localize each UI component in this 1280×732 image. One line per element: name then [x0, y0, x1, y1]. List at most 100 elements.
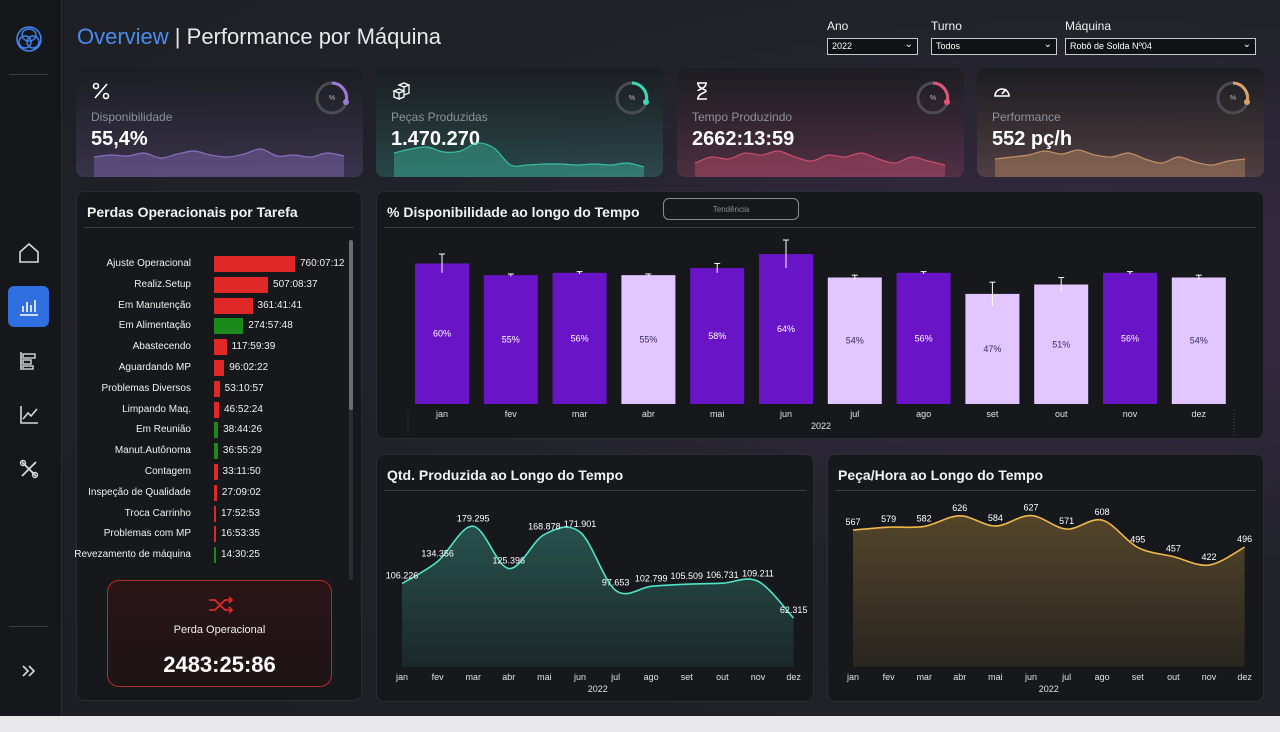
loss-row[interactable]: Problemas com MP 16:53:35 — [77, 526, 347, 543]
scrollbar-thumb[interactable] — [349, 240, 353, 410]
losses-title: Perdas Operacionais por Tarefa — [87, 204, 298, 220]
loss-row[interactable]: Realiz.Setup 507:08:37 — [77, 276, 347, 293]
x-tick-label: fev — [505, 409, 518, 419]
x-tick-label: nov — [751, 672, 766, 682]
loss-row[interactable]: Troca Carrinho 17:52:53 — [77, 505, 347, 522]
bar-value-label: 51% — [1052, 339, 1070, 349]
loss-row[interactable]: Inspeção de Qualidade 27:09:02 — [77, 484, 347, 501]
x-tick-label: jun — [779, 409, 792, 419]
loss-row-label: Contagem — [144, 466, 191, 477]
x-tick-label: jun — [573, 672, 586, 682]
performance-chart-icon[interactable] — [8, 286, 49, 327]
loss-row-label: Problemas Diversos — [101, 382, 191, 394]
kpi-value: 2662:13:59 — [692, 128, 795, 150]
x-tick-label: dez — [786, 672, 801, 682]
trend-button[interactable]: Tendência — [663, 198, 799, 220]
loss-row[interactable]: Manut.Autônoma 36:55:29 — [77, 443, 347, 460]
line-chart-icon[interactable] — [8, 394, 49, 435]
bar-mai — [690, 268, 745, 404]
x-tick-label: mar — [916, 672, 932, 682]
loss-row-value: 17:52:53 — [221, 507, 260, 519]
data-label: 571 — [1059, 516, 1074, 526]
x-tick-label: fev — [883, 672, 896, 682]
tools-icon[interactable] — [8, 448, 49, 489]
loss-row[interactable]: Em Reunião 38:44:26 — [77, 422, 347, 439]
loss-bar — [214, 318, 244, 335]
logo-icon[interactable] — [8, 18, 49, 59]
bar-value-label: 55% — [502, 335, 520, 345]
sparkline-line — [694, 150, 946, 166]
x-tick-label: ago — [644, 672, 659, 682]
x-tick-label: jun — [1024, 672, 1037, 682]
loss-row[interactable]: Em Alimentação 274:57:48 — [77, 318, 347, 335]
rate-panel: Peça/Hora ao Longo do Tempo 567 jan 579 fev… — [827, 454, 1264, 702]
bar-fev — [483, 275, 538, 404]
loss-row[interactable]: Ajuste Operacional 760:07:12 — [77, 256, 347, 272]
turno-select[interactable]: Todos ⌄ — [931, 38, 1057, 55]
scrollbar[interactable] — [349, 240, 353, 580]
bar-out — [1034, 284, 1089, 404]
loss-bar — [214, 547, 216, 564]
data-label: 495 — [1130, 534, 1145, 544]
bar-value-label: 54% — [1190, 336, 1208, 346]
loss-row-value: 16:53:35 — [221, 528, 260, 540]
filter-turno: Turno Todos ⌄ — [931, 19, 1057, 55]
x-tick-label: abr — [502, 672, 515, 682]
loss-row-label: Em Alimentação — [118, 320, 191, 332]
x-tick-label: jan — [846, 672, 859, 682]
loss-row-value: 361:41:41 — [257, 299, 303, 311]
data-label: 457 — [1166, 544, 1181, 554]
loss-row-label: Revezamento de máquina — [74, 549, 191, 561]
x-tick-label: ago — [1095, 672, 1110, 682]
loss-row[interactable]: Contagem 33:11:50 — [77, 464, 347, 480]
filter-label: Ano — [827, 19, 849, 33]
loss-bar — [214, 256, 295, 272]
loss-bar — [214, 526, 216, 543]
select-value: Todos — [936, 41, 961, 51]
loss-row[interactable]: Aguardando MP 96:02:22 — [77, 360, 347, 376]
bar-dez — [1171, 277, 1226, 404]
x-tick-label: ago — [916, 409, 931, 419]
ring-label: % — [929, 94, 937, 102]
kpi-card: Tempo Produzindo 2662:13:59% — [677, 68, 964, 177]
bar-value-label: 60% — [433, 329, 451, 339]
select-value: 2022 — [832, 41, 853, 51]
loss-row[interactable]: Limpando Maq. 46:52:24 — [77, 401, 347, 418]
bar-nov — [1103, 272, 1157, 404]
x-tick-label: mai — [537, 672, 552, 682]
loss-card-label: Perda Operacional — [173, 624, 266, 636]
loss-row[interactable]: Em Manutenção 361:41:41 — [77, 297, 347, 314]
loss-bar — [214, 401, 219, 418]
bar-value-label: 55% — [639, 335, 657, 345]
loss-row-label: Manut.Autônoma — [114, 445, 191, 457]
series-line — [401, 525, 795, 619]
loss-row[interactable]: Revezamento de máquina 14:30:25 — [74, 547, 347, 564]
loss-row[interactable]: Problemas Diversos 53:10:57 — [77, 380, 347, 397]
data-label: 62.315 — [780, 605, 808, 615]
x-tick-label: out — [716, 672, 729, 682]
loss-row-label: Aguardando MP — [118, 362, 191, 373]
series-line — [852, 514, 1245, 567]
maquina-select[interactable]: Robô de Solda Nº04 ⌄ — [1065, 38, 1256, 55]
x-tick-label: nov — [1123, 409, 1138, 419]
bar-value-label: 56% — [1121, 333, 1139, 343]
ano-select[interactable]: 2022 ⌄ — [827, 38, 918, 55]
area-fill — [402, 526, 794, 667]
x-tick-label: jul — [1061, 672, 1071, 682]
loss-row-value: 117:59:39 — [231, 341, 276, 353]
loss-bar — [214, 464, 218, 480]
expand-icon[interactable] — [8, 650, 49, 691]
bar-list-icon[interactable] — [8, 340, 49, 381]
x-tick-label: jul — [610, 672, 620, 682]
panel-divider — [835, 490, 1256, 491]
x-tick-label: nov — [1202, 672, 1217, 682]
home-icon[interactable] — [8, 232, 49, 273]
loss-row-value: 33:11:50 — [222, 466, 261, 477]
data-label: 109.211 — [742, 568, 774, 578]
x-axis-label: 2022 — [811, 421, 831, 431]
sparkline-line — [994, 149, 1246, 166]
loss-row-value: 96:02:22 — [229, 362, 269, 373]
bar-value-label: 54% — [846, 336, 864, 346]
loss-row[interactable]: Abastecendo 117:59:39 — [77, 339, 347, 356]
panel-divider — [384, 490, 806, 491]
